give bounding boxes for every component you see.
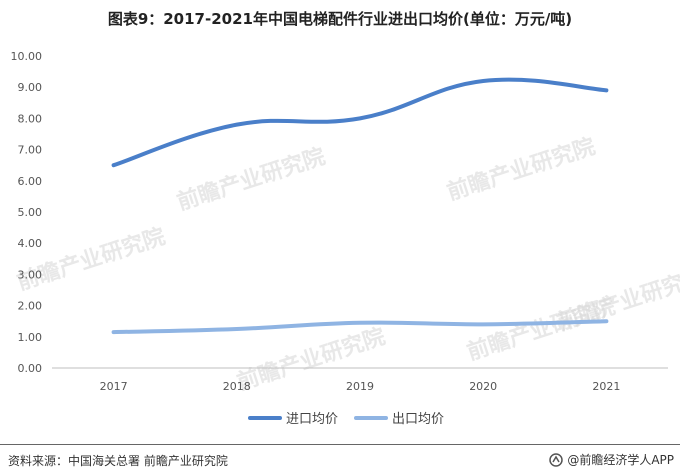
- x-tick-label: 2019: [346, 380, 374, 393]
- watermark-text: 前瞻产业研究院: [554, 263, 680, 335]
- brand-credit: @前瞻经济学人APP: [549, 451, 674, 468]
- y-tick-label: 0.00: [18, 362, 43, 375]
- y-tick-label: 8.00: [18, 112, 43, 125]
- footer: 资料来源：中国海关总署 前瞻产业研究院 @前瞻经济学人APP: [0, 444, 680, 476]
- legend-label: 进口均价: [286, 412, 338, 427]
- import-price-line: [111, 77, 609, 168]
- export-price-line: [111, 319, 609, 335]
- x-tick-label: 2018: [223, 380, 251, 393]
- y-tick-label: 7.00: [18, 144, 43, 157]
- watermark-text: 前瞻产业研究院: [444, 133, 599, 205]
- y-tick-label: 6.00: [18, 175, 43, 188]
- legend-label: 出口均价: [392, 412, 444, 427]
- brand-logo-icon: [549, 452, 564, 467]
- y-tick-label: 4.00: [18, 237, 43, 250]
- series-lines: [111, 77, 609, 335]
- x-axis: 2017 2018 2019 2020 2021: [100, 380, 621, 393]
- watermark-text: 前瞻产业研究院: [174, 143, 329, 215]
- y-tick-label: 5.00: [18, 206, 43, 219]
- y-axis: 0.00 1.00 2.00 3.00 4.00 5.00 6.00 7.00 8.00 9.00…: [11, 50, 43, 375]
- y-tick-label: 10.00: [11, 50, 43, 63]
- footer-divider: [0, 444, 680, 445]
- legend: 进口均价 出口均价: [248, 412, 444, 427]
- x-tick-label: 2017: [100, 380, 128, 393]
- x-tick-label: 2021: [592, 380, 620, 393]
- y-tick-label: 1.00: [18, 331, 43, 344]
- brand-text: @前瞻经济学人APP: [567, 453, 674, 467]
- source-note: 资料来源：中国海关总署 前瞻产业研究院: [8, 454, 228, 468]
- x-tick-label: 2020: [469, 380, 497, 393]
- y-tick-label: 9.00: [18, 81, 43, 94]
- y-tick-label: 2.00: [18, 300, 43, 313]
- y-tick-label: 3.00: [18, 268, 43, 281]
- chart-title: 图表9：2017-2021年中国电梯配件行业进出口均价(单位：万元/吨): [107, 10, 573, 28]
- watermark-text: 前瞻产业研究院: [14, 223, 169, 295]
